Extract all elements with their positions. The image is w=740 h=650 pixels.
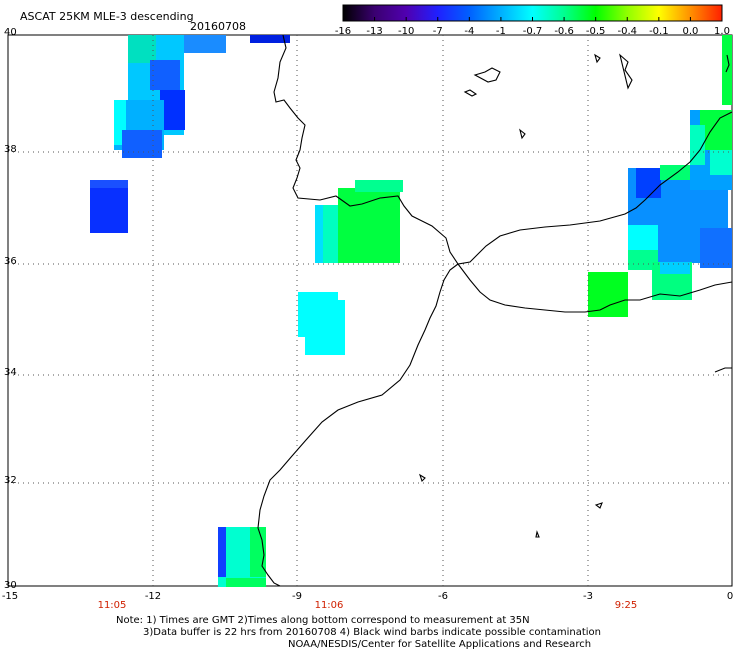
graticule [8, 35, 732, 586]
color-scale-label: -10 [397, 26, 415, 37]
map-date: 20160708 [190, 20, 246, 33]
swath-cell [184, 35, 226, 53]
lat-label: 36 [4, 256, 17, 267]
color-scale-label: -0.5 [585, 26, 606, 37]
lon-label: -15 [1, 591, 19, 602]
color-scale-label: 0.0 [682, 26, 699, 37]
pass-time-label: 9:25 [614, 600, 638, 611]
pass-time-label: 11:05 [97, 600, 127, 611]
color-scale-label: -7 [432, 26, 443, 37]
swath-cell [122, 130, 162, 158]
swath-cell [660, 262, 690, 274]
swath-cell [700, 228, 732, 268]
lon-label: 0 [726, 591, 734, 602]
lon-label: -9 [292, 591, 302, 602]
lon-label: -6 [438, 591, 448, 602]
swath-cell [315, 205, 323, 263]
swath-cell [660, 165, 690, 180]
wind-swaths [90, 35, 732, 587]
swath-cell [338, 188, 400, 263]
lat-label: 30 [4, 580, 17, 591]
swath-cell [636, 168, 661, 198]
lat-label: 38 [4, 144, 17, 155]
color-scale-label: -0.4 [617, 26, 638, 37]
plot-frame [7, 34, 733, 587]
swath-cell [710, 150, 732, 175]
note-line: 3)Data buffer is 22 hrs from 20160708 4)… [143, 627, 601, 638]
swath-cell [588, 272, 628, 317]
swath-cell [628, 250, 658, 270]
coastlines [257, 34, 733, 587]
swath-cell [90, 180, 128, 233]
pass-time-label: 11:06 [314, 600, 344, 611]
color-scale-label: -13 [366, 26, 383, 37]
swath-cell [160, 90, 185, 130]
swath-cell [150, 60, 180, 90]
swath-cell [250, 35, 290, 43]
swath-cell [218, 527, 226, 577]
color-scale-label: -16 [334, 26, 352, 37]
color-scale-label: 1.0 [714, 26, 730, 37]
lat-label: 40 [4, 27, 17, 38]
map-title: ASCAT 25KM MLE-3 descending [20, 10, 194, 23]
swath-cell [700, 110, 732, 150]
swath-cell [690, 125, 705, 165]
color-scale-bar [342, 4, 723, 22]
lat-label: 34 [4, 367, 17, 378]
lat-label: 32 [4, 475, 17, 486]
note-line: NOAA/NESDIS/Center for Satellite Applica… [288, 639, 592, 650]
note-line: Note: 1) Times are GMT 2)Times along bot… [116, 615, 530, 626]
color-scale-label: -0.7 [522, 26, 543, 37]
swath-cell [226, 578, 266, 587]
swath-cell [355, 180, 403, 192]
lon-label: -3 [583, 591, 593, 602]
swath-cell [305, 300, 345, 355]
color-scale-label: -0.1 [649, 26, 669, 37]
swath-cell [90, 180, 128, 188]
color-scale-label: -0.6 [554, 26, 574, 37]
color-scale-label: -1 [495, 26, 506, 37]
swath-cell [128, 35, 156, 63]
lon-label: -12 [144, 591, 162, 602]
color-scale-label: -4 [464, 26, 475, 37]
